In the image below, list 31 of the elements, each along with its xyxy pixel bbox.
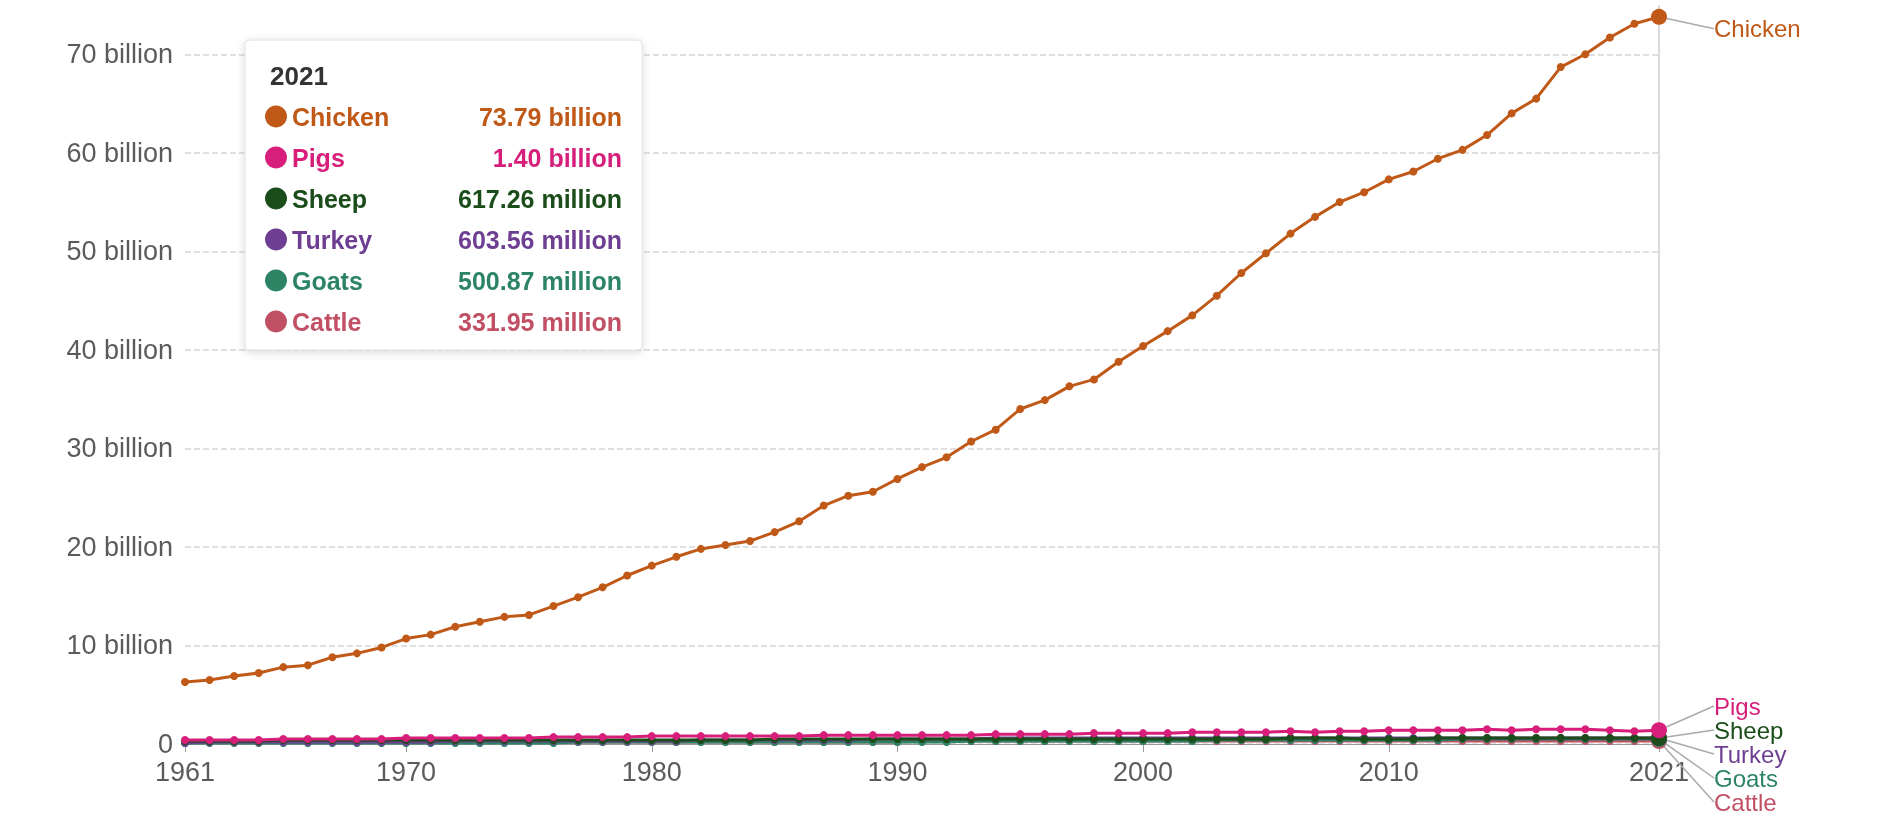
- legend-label: Pigs: [292, 143, 345, 172]
- legend-label: Goats: [292, 266, 363, 295]
- annotation: 2021: [270, 61, 328, 91]
- annotation: 603.56 million: [458, 225, 622, 254]
- text: Chicken: [1714, 15, 1801, 43]
- annotation: 1.40 billion: [492, 143, 622, 172]
- x-tick-label: 1990: [867, 756, 928, 787]
- x-tick-label: 2000: [1113, 756, 1174, 787]
- y-tick-label: 60 billion: [66, 137, 173, 168]
- annotation: 500.87 million: [458, 266, 622, 295]
- text: Cattle: [1714, 788, 1777, 814]
- legend-label: Cattle: [292, 307, 362, 336]
- y-tick-label: 40 billion: [66, 334, 173, 365]
- x-tick-label: 1961: [154, 756, 216, 787]
- legend-label: Sheep: [292, 184, 368, 213]
- y-tick-label: 20 billion: [66, 531, 173, 562]
- x-tick-label: 1980: [621, 756, 682, 787]
- y-tick-label: 70 billion: [66, 39, 173, 70]
- annotation: 73.79 billion: [478, 102, 622, 131]
- x-tick-label: 1970: [376, 756, 437, 787]
- annotation: 331.95 million: [458, 307, 622, 336]
- y-tick-label: 30 billion: [66, 433, 173, 464]
- y-tick-label: 10 billion: [66, 630, 173, 661]
- annotation: 617.26 million: [458, 184, 622, 213]
- y-tick-label: 50 billion: [66, 236, 173, 267]
- y-tick-label: 0: [157, 729, 173, 759]
- x-tick-label: 2010: [1358, 756, 1419, 787]
- x-tick-label: 2021: [1628, 756, 1690, 787]
- legend-label: Chicken: [292, 102, 390, 131]
- text: Pigs: [1714, 692, 1761, 720]
- legend-label: Turkey: [292, 225, 373, 254]
